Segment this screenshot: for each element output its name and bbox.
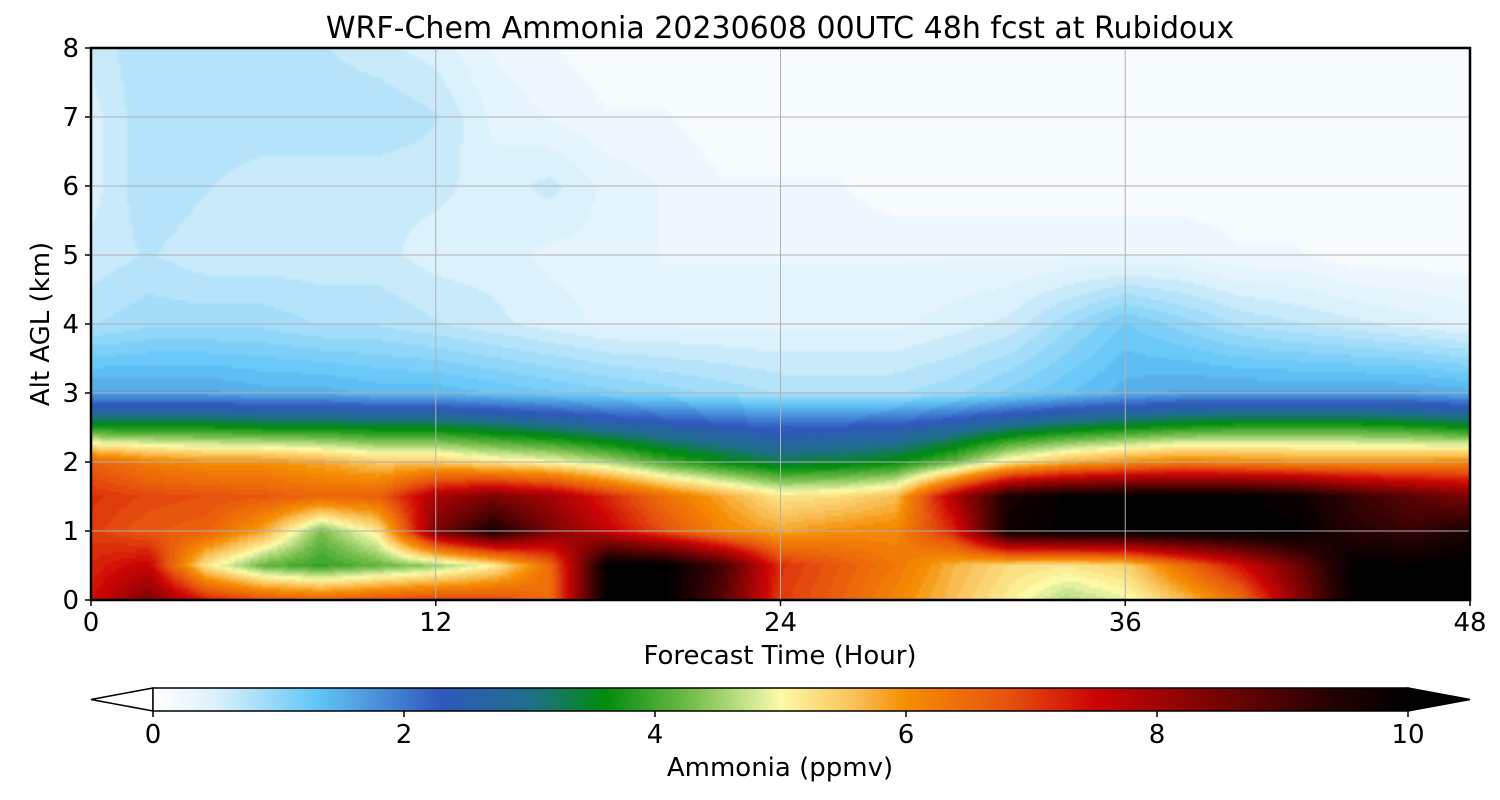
colorbar-tick-label: 6 [898, 720, 915, 750]
y-axis-label: Alt AGL (km) [26, 242, 56, 406]
colorbar-ticks: 0 2 4 6 8 10 [145, 711, 1425, 750]
y-tick-label: 3 [62, 379, 79, 409]
colorbar-min-extension [90, 687, 154, 712]
x-tick-label: 24 [764, 608, 797, 638]
y-tick-label: 1 [62, 517, 79, 547]
colorbar-tick-label: 4 [647, 720, 664, 750]
x-axis: 0 12 24 36 48 [83, 600, 1487, 638]
y-tick-label: 4 [62, 310, 79, 340]
y-tick-label: 2 [62, 448, 79, 478]
x-tick-label: 0 [83, 608, 100, 638]
y-axis: 0 1 2 3 4 5 6 7 8 [62, 34, 91, 616]
x-axis-label: Forecast Time (Hour) [643, 641, 916, 671]
colorbar-tick-label: 2 [396, 720, 413, 750]
chart-title: WRF-Chem Ammonia 20230608 00UTC 48h fcst… [326, 11, 1234, 46]
y-tick-label: 7 [62, 103, 79, 133]
colorbar-bar [152, 687, 1409, 712]
x-tick-label: 48 [1453, 608, 1486, 638]
colorbar: 0 2 4 6 8 10 Ammonia (ppmv) [90, 687, 1471, 783]
colorbar-tick-label: 0 [145, 720, 162, 750]
y-tick-label: 6 [62, 172, 79, 202]
colorbar-max-extension [1407, 687, 1471, 712]
colorbar-tick-label: 8 [1149, 720, 1166, 750]
y-tick-label: 8 [62, 34, 79, 64]
x-tick-label: 12 [419, 608, 452, 638]
colorbar-tick-label: 10 [1391, 720, 1424, 750]
colorbar-label: Ammonia (ppmv) [667, 753, 893, 783]
y-tick-label: 0 [62, 586, 79, 616]
y-tick-label: 5 [62, 241, 79, 271]
x-tick-label: 36 [1109, 608, 1142, 638]
